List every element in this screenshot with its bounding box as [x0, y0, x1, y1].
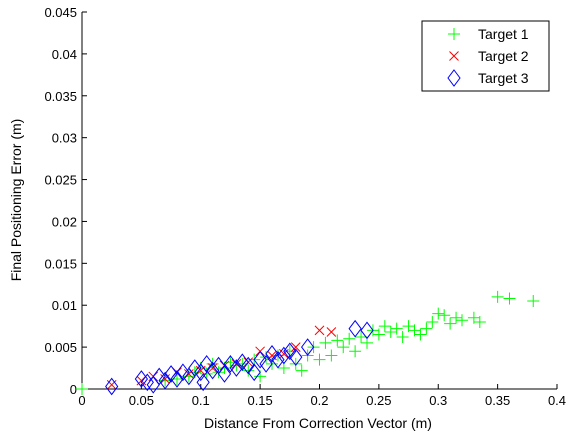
data-point-series-1 — [331, 334, 344, 347]
data-point-series-2 — [314, 325, 325, 336]
data-point-series-1 — [390, 322, 403, 335]
data-point-series-1 — [313, 353, 326, 366]
data-point-series-1 — [289, 357, 302, 370]
data-point-series-1 — [473, 315, 486, 328]
data-point-series-3 — [241, 356, 255, 375]
y-tick-label: 0.015 — [44, 256, 77, 271]
y-tick-label: 0.045 — [44, 5, 77, 20]
data-point-series-3 — [360, 321, 374, 340]
y-tick-label: 0.005 — [44, 340, 77, 355]
y-tick-label: 0.03 — [52, 131, 77, 146]
data-point-series-3 — [348, 319, 362, 338]
legend-marker — [449, 51, 459, 61]
data-point-series-1 — [349, 345, 362, 358]
data-point-series-3 — [196, 373, 210, 392]
data-point-series-3 — [301, 338, 315, 356]
data-point-series-1 — [295, 364, 308, 377]
data-point-series-3 — [176, 363, 190, 382]
data-point-series-1 — [503, 292, 516, 305]
data-point-series-1 — [372, 328, 385, 341]
y-axis-ticks: 0 0.005 0.01 0.015 0.02 0.025 0.03 0.035 0.04 0.0… — [44, 5, 87, 397]
data-point-series-1 — [426, 315, 439, 328]
data-point-series-3 — [265, 344, 279, 363]
data-point-series-1 — [438, 309, 451, 322]
legend-marker — [448, 28, 460, 40]
data-point-series-1 — [396, 331, 409, 344]
data-point-series-3 — [200, 355, 214, 373]
data-point-series-3 — [152, 367, 166, 386]
data-point-series-1 — [76, 383, 88, 395]
x-tick-label: 0.1 — [192, 393, 210, 408]
data-point-series-3 — [164, 365, 178, 383]
x-tick-label: 0.05 — [129, 393, 154, 408]
x-axis-ticks: 0 0.05 0.1 0.15 0.2 0.25 0.3 0.35 0.4 — [78, 384, 566, 408]
x-tick-label: 0.2 — [310, 393, 328, 408]
y-tick-label: 0.025 — [44, 173, 77, 188]
y-tick-label: 0.02 — [52, 214, 77, 229]
x-tick-label: 0.35 — [485, 393, 510, 408]
legend: Target 1 Target 2 Target 3 — [421, 20, 550, 92]
x-axis-label: Distance From Correction Vector (m) — [204, 415, 432, 431]
data-point-series-1 — [337, 341, 350, 354]
data-point-series-1 — [444, 317, 457, 330]
legend-marker — [447, 69, 461, 87]
data-point-series-3 — [247, 363, 261, 382]
data-point-series-1 — [355, 331, 368, 344]
data-point-series-3 — [146, 375, 160, 394]
data-point-series-1 — [527, 295, 540, 308]
legend-label: Target 1 — [478, 26, 529, 42]
data-point-series-3 — [277, 346, 291, 365]
legend-label: Target 3 — [478, 70, 529, 86]
data-point-series-2 — [207, 363, 218, 373]
data-point-series-1 — [378, 320, 391, 333]
legend-label: Target 2 — [478, 48, 529, 64]
legend-box — [421, 20, 550, 92]
y-tick-label: 0 — [70, 382, 77, 397]
data-point-series-2 — [106, 379, 117, 390]
x-tick-label: 0.25 — [366, 393, 391, 408]
data-point-series-1 — [456, 314, 468, 327]
data-point-series-3 — [188, 359, 202, 377]
data-point-series-3 — [289, 348, 303, 366]
data-point-series-1 — [432, 307, 445, 320]
data-point-series-1 — [414, 328, 427, 341]
data-point-series-3 — [223, 355, 238, 373]
data-point-series-2 — [326, 327, 337, 337]
data-point-series-1 — [420, 322, 433, 335]
x-tick-label: 0.4 — [548, 393, 566, 408]
data-point-series-1 — [450, 311, 463, 324]
data-point-series-1 — [491, 290, 504, 303]
y-tick-label: 0.035 — [44, 89, 77, 104]
x-tick-label: 0.3 — [429, 393, 447, 408]
data-point-series-3 — [259, 355, 273, 373]
y-axis-label: Final Positioning Error (m) — [8, 119, 24, 282]
data-point-series-3 — [253, 350, 267, 369]
data-point-series-1 — [343, 332, 356, 345]
y-tick-label: 0.01 — [52, 298, 77, 313]
data-point-series-3 — [105, 377, 119, 396]
data-point-series-3 — [283, 342, 297, 361]
data-point-series-3 — [217, 365, 232, 383]
data-point-series-3 — [271, 350, 285, 369]
x-tick-label: 0.15 — [247, 393, 272, 408]
data-points — [76, 290, 540, 396]
data-point-series-3 — [170, 370, 184, 388]
data-point-series-1 — [319, 336, 332, 349]
data-point-series-3 — [158, 371, 172, 390]
data-point-series-1 — [242, 364, 255, 377]
data-point-series-2 — [290, 342, 301, 352]
data-point-series-1 — [325, 349, 338, 362]
x-tick-label: 0 — [78, 393, 85, 408]
data-point-series-1 — [384, 326, 397, 339]
data-point-series-3 — [206, 361, 220, 380]
y-tick-label: 0.04 — [52, 47, 77, 62]
data-point-series-3 — [229, 359, 243, 377]
